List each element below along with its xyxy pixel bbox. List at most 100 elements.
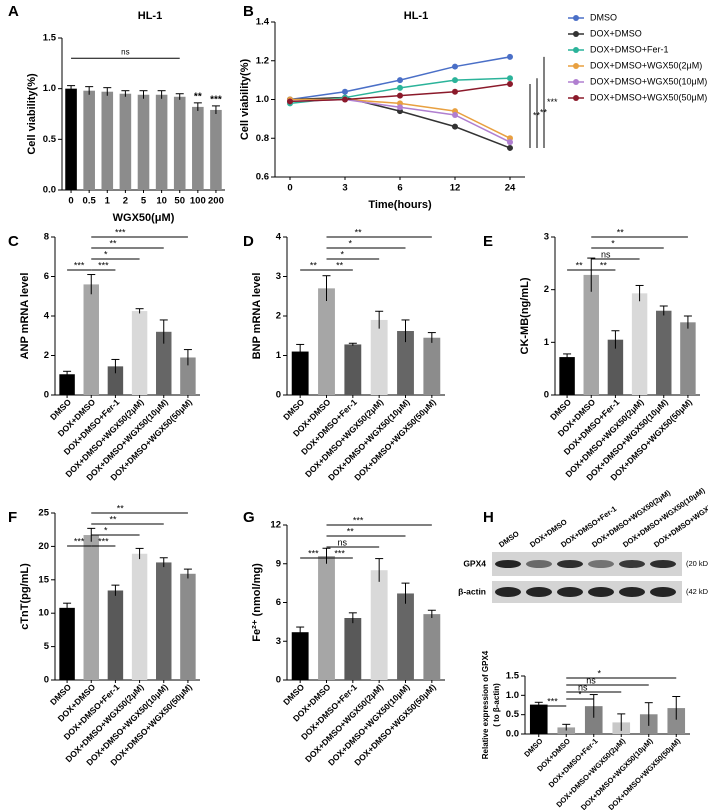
x-tick-label: DMSO: [281, 682, 306, 707]
marker: [342, 88, 348, 95]
x-tick-label: 24: [505, 183, 516, 194]
bar: [180, 573, 196, 680]
bar: [559, 357, 575, 395]
blot-band: [650, 560, 676, 568]
annotation: **: [576, 260, 584, 270]
annotation: ***: [334, 548, 345, 558]
legend-label: DMSO: [590, 12, 617, 22]
y-axis-label: Cell viability(%): [239, 59, 251, 141]
bar: [423, 337, 441, 395]
panel-label: F: [8, 509, 17, 526]
y-tick-label: 0: [276, 675, 281, 686]
y-tick-label: 3: [276, 271, 281, 282]
y-axis-label: ANP mRNA level: [19, 273, 31, 360]
marker: [452, 63, 458, 70]
blot-band: [495, 560, 521, 568]
x-axis-label: WGX50(μM): [113, 212, 175, 224]
bar: [156, 562, 172, 680]
legend-label: DOX+DMSO: [590, 28, 642, 38]
legend-marker: [573, 15, 579, 21]
annotation: **: [355, 227, 363, 237]
marker: [452, 123, 458, 130]
marker: [397, 77, 403, 84]
annotation: **: [347, 526, 355, 536]
bar: [101, 91, 114, 190]
marker: [452, 88, 458, 95]
y-tick-label: 0.0: [506, 729, 519, 740]
y-tick-label: 0.5: [43, 134, 57, 145]
panel-label: B: [243, 3, 254, 20]
y-tick-label: 0: [44, 390, 49, 401]
x-tick-label: 5: [141, 196, 147, 207]
legend-marker: [573, 79, 579, 85]
blot-label: GPX4: [463, 558, 486, 568]
y-tick-label: 1.5: [506, 671, 520, 682]
annotation: **: [336, 260, 344, 270]
y-tick-label: 2: [44, 350, 49, 361]
annotation: ***: [353, 515, 364, 525]
bar: [291, 351, 309, 395]
blot-band: [588, 560, 614, 568]
bar: [192, 106, 204, 190]
marker: [507, 139, 513, 146]
y-tick-label: 8: [44, 232, 49, 243]
bar: [137, 94, 150, 190]
annotation: *: [341, 249, 345, 259]
y-axis-label: Relative expression of GPX4: [481, 650, 490, 759]
x-tick-label: 100: [190, 196, 206, 207]
annotation: ns: [601, 249, 611, 259]
annotation: **: [117, 503, 125, 513]
annotation: ns: [338, 537, 348, 547]
marker: [507, 75, 513, 82]
y-tick-label: 6: [276, 597, 281, 608]
x-tick-label: DMSO: [522, 736, 544, 758]
marker: [507, 53, 513, 60]
y-axis-label: cTnT(pg/mL): [19, 563, 31, 630]
annotation: *: [104, 249, 108, 259]
y-axis-label: CK-MB(ng/mL): [519, 277, 531, 354]
y-tick-label: 20: [38, 541, 49, 552]
legend-label: DOX+DMSO+Fer-1: [590, 44, 669, 54]
y-axis-label: Fe²⁺ (nmol/mg): [251, 563, 263, 642]
y-tick-label: 6: [44, 271, 49, 282]
y-tick-label: 5: [44, 641, 50, 652]
x-tick-label: DOX+DMSO+Fer-1: [547, 736, 600, 789]
annotation: ns: [121, 47, 129, 56]
annotation: **: [109, 514, 117, 524]
bar: [397, 331, 414, 395]
bar: [583, 274, 599, 395]
annotation: *: [597, 668, 601, 678]
annotation: ***: [98, 260, 109, 270]
y-axis-label: Cell viability(%): [26, 73, 38, 155]
chart-title: HL-1: [138, 10, 162, 22]
bar: [155, 94, 168, 190]
y-tick-label: 9: [276, 558, 281, 569]
bar: [83, 284, 99, 395]
legend-marker: [573, 47, 579, 53]
bar: [131, 311, 148, 395]
bar: [370, 570, 388, 680]
marker: [452, 77, 458, 84]
bar: [607, 339, 624, 395]
x-tick-label: 3: [342, 183, 347, 194]
annotation: *: [348, 238, 352, 248]
annotation: *: [611, 238, 615, 248]
bar: [423, 614, 441, 680]
x-tick-label: 6: [397, 183, 402, 194]
blot-strip: [492, 581, 682, 603]
blot-band: [588, 587, 614, 597]
x-axis-label: Time(hours): [368, 199, 432, 211]
bar: [59, 607, 75, 680]
marker: [342, 96, 348, 103]
bar: [584, 706, 603, 734]
annotation: ***: [115, 227, 126, 237]
annotation: **: [109, 238, 117, 248]
bar: [107, 590, 124, 680]
bar: [318, 288, 335, 395]
y-tick-label: 1: [276, 350, 282, 361]
bar: [65, 88, 77, 190]
y-axis-label: BNP mRNA level: [251, 273, 263, 360]
marker: [397, 84, 403, 91]
x-tick-label: 12: [450, 183, 461, 194]
marker: [507, 81, 513, 87]
